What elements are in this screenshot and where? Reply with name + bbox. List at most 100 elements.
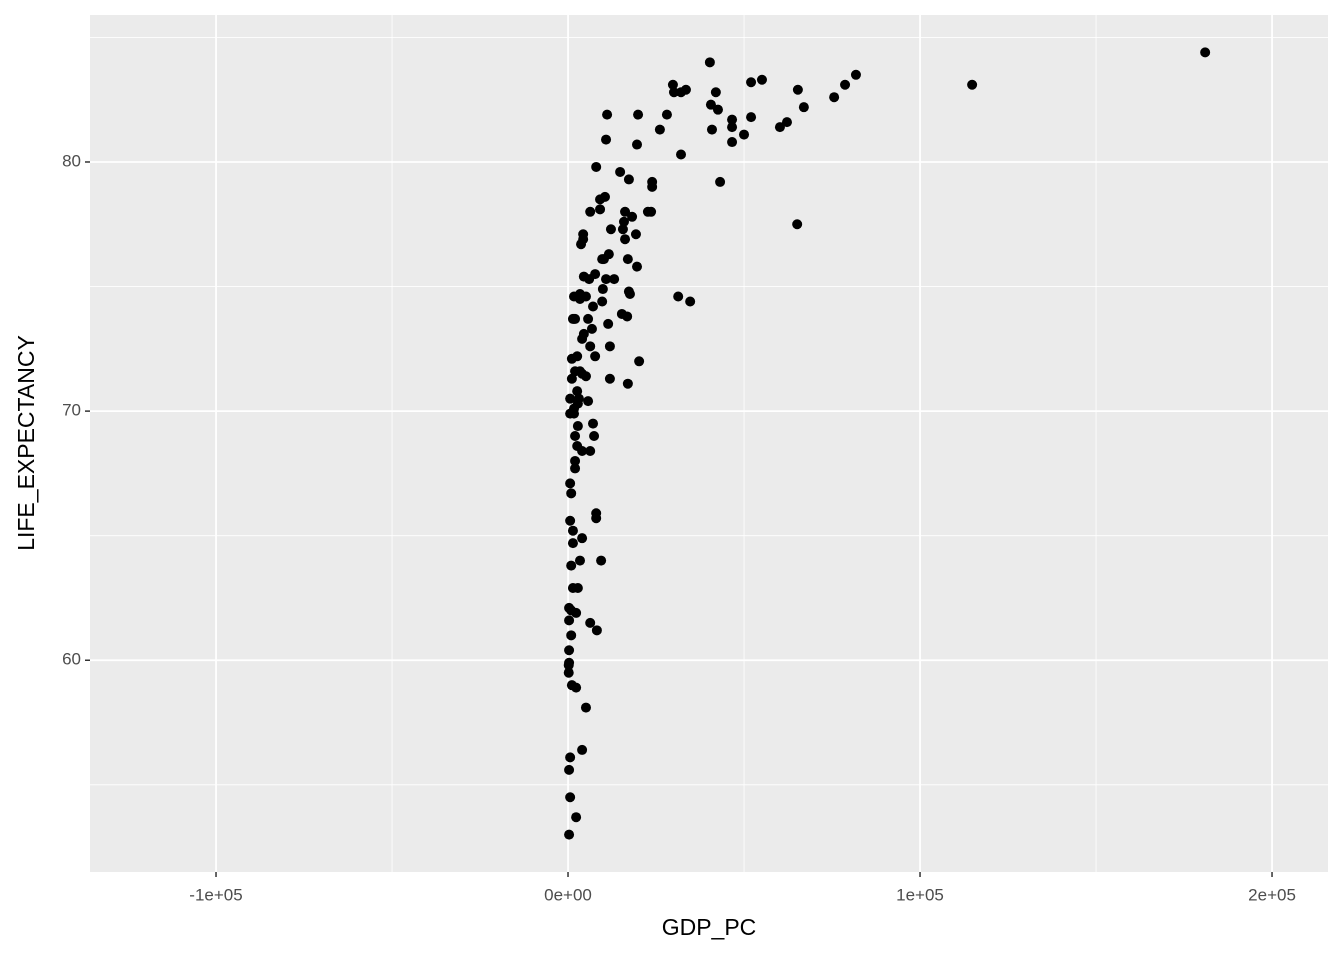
- point: [585, 206, 596, 217]
- point: [595, 204, 606, 215]
- point: [574, 555, 585, 566]
- point: [604, 373, 615, 384]
- point: [566, 630, 577, 641]
- point: [604, 341, 615, 352]
- point: [578, 271, 589, 282]
- point: [623, 174, 634, 185]
- point: [705, 99, 716, 110]
- point: [564, 615, 575, 626]
- point: [567, 582, 578, 593]
- point: [585, 617, 596, 628]
- point: [583, 396, 594, 407]
- point: [630, 229, 641, 240]
- point: [746, 112, 757, 123]
- point: [596, 555, 607, 566]
- point: [585, 341, 596, 352]
- point: [615, 166, 626, 177]
- point: [563, 667, 574, 678]
- point: [704, 57, 715, 68]
- point: [617, 224, 628, 235]
- point: [570, 455, 581, 466]
- point: [774, 122, 785, 133]
- panel-background: [90, 15, 1328, 872]
- point: [571, 812, 582, 823]
- point: [572, 421, 583, 432]
- point: [642, 206, 653, 217]
- point: [727, 114, 738, 125]
- point: [601, 134, 612, 145]
- point: [715, 176, 726, 187]
- point: [564, 764, 575, 775]
- point: [572, 440, 583, 451]
- point: [585, 445, 596, 456]
- y-axis-title: LIFE_EXPECTANCY: [13, 335, 39, 551]
- point: [727, 122, 738, 133]
- x-tick-label: 2e+05: [1248, 885, 1296, 904]
- point: [676, 87, 687, 98]
- point: [572, 386, 583, 397]
- point: [563, 660, 574, 671]
- point: [577, 533, 588, 544]
- point: [597, 284, 608, 295]
- point: [571, 682, 582, 693]
- point: [712, 104, 723, 115]
- point: [564, 829, 575, 840]
- point: [566, 560, 577, 571]
- x-tick-label: 0e+00: [544, 885, 592, 904]
- point: [564, 645, 575, 656]
- point: [622, 254, 633, 265]
- point: [567, 313, 578, 324]
- y-tick-label: 70: [62, 401, 81, 420]
- point: [602, 109, 613, 120]
- point: [570, 463, 581, 474]
- point: [627, 211, 638, 222]
- point: [622, 378, 633, 389]
- point: [850, 69, 861, 80]
- point: [597, 254, 608, 265]
- point: [756, 74, 767, 85]
- point: [569, 291, 580, 302]
- point: [601, 274, 612, 285]
- point: [661, 109, 672, 120]
- point: [577, 744, 588, 755]
- point: [567, 538, 578, 549]
- point: [565, 393, 576, 404]
- point: [840, 79, 851, 90]
- point: [591, 508, 602, 519]
- point: [739, 129, 750, 140]
- point: [564, 602, 575, 613]
- point: [566, 373, 577, 384]
- point: [565, 515, 576, 526]
- point: [570, 431, 581, 442]
- point: [668, 87, 679, 98]
- y-tick-label: 80: [62, 151, 81, 170]
- point: [590, 351, 601, 362]
- point: [685, 296, 696, 307]
- point: [605, 224, 616, 235]
- point: [586, 323, 597, 334]
- point: [710, 87, 721, 98]
- x-tick-label: -1e+05: [189, 885, 242, 904]
- point: [567, 525, 578, 536]
- point: [565, 478, 576, 489]
- point: [967, 79, 978, 90]
- x-axis-title: GDP_PC: [662, 914, 757, 940]
- point: [620, 206, 631, 217]
- point: [620, 234, 631, 245]
- point: [589, 431, 600, 442]
- point: [1200, 47, 1211, 58]
- point: [792, 84, 803, 95]
- point: [632, 139, 643, 150]
- y-tick-label: 60: [62, 650, 81, 669]
- point: [588, 418, 599, 429]
- point: [781, 117, 792, 128]
- point: [618, 216, 629, 227]
- point: [667, 79, 678, 90]
- point: [746, 77, 757, 88]
- point: [633, 109, 644, 120]
- point: [676, 149, 687, 160]
- point: [595, 194, 606, 205]
- point: [616, 308, 627, 319]
- point: [829, 92, 840, 103]
- point: [576, 239, 587, 250]
